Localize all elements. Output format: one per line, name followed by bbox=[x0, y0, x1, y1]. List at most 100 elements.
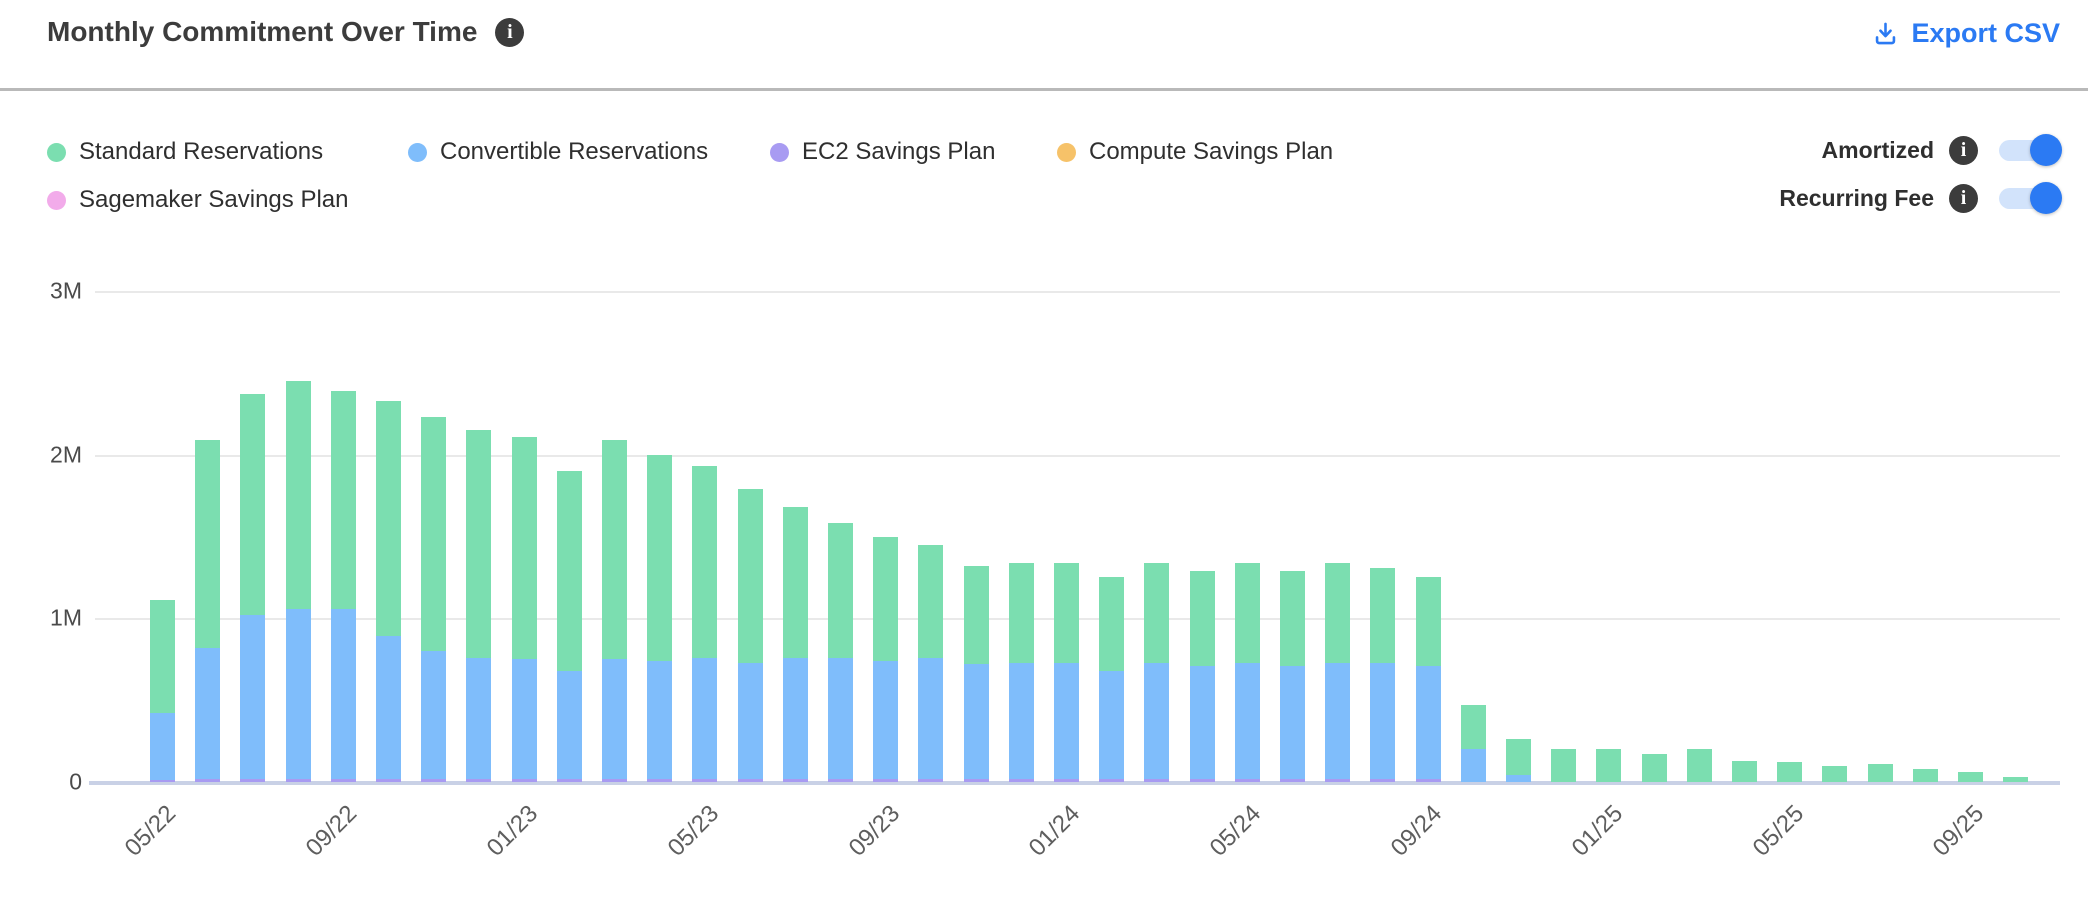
bar-05-25[interactable] bbox=[1777, 762, 1803, 782]
bar-segment-convertible-reservations bbox=[1506, 775, 1531, 782]
bar-segment-convertible-reservations bbox=[285, 608, 311, 779]
legend-item-compute-savings-plan[interactable]: Compute Savings Plan bbox=[1057, 138, 1333, 166]
bar-segment-ec2-savings-plan bbox=[421, 778, 447, 782]
bar-04-24[interactable] bbox=[1189, 570, 1215, 782]
bar-06-24[interactable] bbox=[1280, 570, 1305, 782]
bar-04-23[interactable] bbox=[647, 454, 673, 782]
bar-segment-ec2-savings-plan bbox=[1144, 778, 1170, 782]
bar-06-22[interactable] bbox=[195, 439, 221, 782]
bar-08-25[interactable] bbox=[1912, 768, 1938, 782]
legend-dot-sagemaker-savings-plan bbox=[47, 190, 66, 210]
bar-segment-convertible-reservations bbox=[330, 608, 356, 779]
x-tick-01-25: 01/25 bbox=[1566, 800, 1628, 862]
bar-02-23[interactable] bbox=[556, 471, 582, 782]
legend-item-convertible-reservations[interactable]: Convertible Reservations bbox=[408, 138, 708, 166]
bar-segment-ec2-savings-plan bbox=[376, 778, 401, 782]
bar-10-25[interactable] bbox=[2003, 777, 2029, 782]
bar-03-23[interactable] bbox=[602, 439, 627, 782]
legend-item-sagemaker-savings-plan[interactable]: Sagemaker Savings Plan bbox=[47, 186, 348, 214]
y-tick-0: 0 bbox=[69, 768, 82, 795]
bar-segment-convertible-reservations bbox=[602, 659, 627, 779]
bar-09-23[interactable] bbox=[873, 536, 899, 782]
x-tick-09-24: 09/24 bbox=[1385, 800, 1448, 862]
bar-segment-convertible-reservations bbox=[1280, 665, 1305, 779]
legend-item-ec2-savings-plan[interactable]: EC2 Savings Plan bbox=[770, 138, 995, 166]
legend-label: Standard Reservations bbox=[79, 138, 324, 165]
bar-segment-standard-reservations bbox=[1912, 768, 1938, 782]
bar-10-23[interactable] bbox=[918, 544, 944, 782]
bar-12-23[interactable] bbox=[1008, 562, 1034, 782]
export-csv-button[interactable]: Export CSV bbox=[1872, 18, 2060, 49]
bar-05-23[interactable] bbox=[692, 466, 718, 782]
bar-12-24[interactable] bbox=[1551, 749, 1577, 782]
title-info-icon[interactable]: i bbox=[495, 17, 525, 47]
bar-05-22[interactable] bbox=[150, 600, 175, 782]
bar-segment-standard-reservations bbox=[1551, 749, 1577, 782]
toggle-switch-recurring-fee[interactable] bbox=[1999, 182, 2062, 214]
bar-08-22[interactable] bbox=[285, 381, 311, 782]
bar-segment-ec2-savings-plan bbox=[647, 778, 673, 782]
bar-08-23[interactable] bbox=[828, 523, 853, 782]
bar-09-24[interactable] bbox=[1415, 577, 1441, 782]
bar-01-23[interactable] bbox=[511, 436, 537, 782]
x-tick-09-22: 09/22 bbox=[300, 800, 363, 862]
bar-segment-ec2-savings-plan bbox=[873, 778, 899, 782]
bar-02-25[interactable] bbox=[1641, 754, 1667, 782]
bar-10-24[interactable] bbox=[1460, 705, 1486, 782]
toggle-knob bbox=[2030, 134, 2062, 166]
bar-segment-standard-reservations bbox=[150, 600, 175, 714]
bar-segment-standard-reservations bbox=[1460, 705, 1486, 750]
legend-item-standard-reservations[interactable]: Standard Reservations bbox=[47, 138, 323, 166]
bar-segment-convertible-reservations bbox=[195, 647, 221, 779]
bar-11-22[interactable] bbox=[421, 417, 447, 782]
bar-09-25[interactable] bbox=[1958, 772, 1983, 782]
bar-07-23[interactable] bbox=[782, 507, 808, 782]
info-icon-recurring-fee[interactable]: i bbox=[1949, 184, 1978, 213]
bar-09-22[interactable] bbox=[330, 390, 356, 782]
toggle-switch-amortized[interactable] bbox=[1999, 134, 2062, 166]
bar-segment-standard-reservations bbox=[1415, 577, 1441, 666]
bar-segment-ec2-savings-plan bbox=[1054, 778, 1079, 782]
bar-04-25[interactable] bbox=[1732, 760, 1757, 782]
bar-segment-convertible-reservations bbox=[556, 670, 582, 779]
legend-label: EC2 Savings Plan bbox=[802, 138, 996, 165]
bar-segment-convertible-reservations bbox=[150, 713, 175, 781]
bar-01-25[interactable] bbox=[1596, 749, 1622, 782]
bar-segment-convertible-reservations bbox=[1325, 662, 1351, 779]
info-icon-amortized[interactable]: i bbox=[1949, 136, 1978, 165]
bar-10-22[interactable] bbox=[376, 400, 401, 782]
bar-07-24[interactable] bbox=[1325, 562, 1351, 782]
bar-segment-standard-reservations bbox=[1958, 772, 1983, 782]
toggle-row-amortized: Amortized i bbox=[1822, 134, 2062, 166]
bar-06-25[interactable] bbox=[1822, 765, 1848, 782]
legend-label: Sagemaker Savings Plan bbox=[79, 186, 349, 213]
bar-segment-standard-reservations bbox=[1325, 562, 1351, 663]
bar-segment-ec2-savings-plan bbox=[1370, 778, 1396, 782]
legend-dot-compute-savings-plan bbox=[1057, 142, 1076, 162]
legend-label: Convertible Reservations bbox=[440, 138, 709, 165]
plot-area: 05/22 09/22 01/23 05/23 09/23 01/24 05/24 09/24… bbox=[89, 291, 2060, 862]
bar-segment-ec2-savings-plan bbox=[1099, 778, 1125, 782]
bar-segment-convertible-reservations bbox=[963, 664, 989, 779]
bar-segment-standard-reservations bbox=[285, 381, 311, 609]
bar-12-22[interactable] bbox=[466, 430, 492, 782]
bar-segment-ec2-savings-plan bbox=[1008, 778, 1034, 782]
bar-01-24[interactable] bbox=[1054, 562, 1079, 782]
bar-07-22[interactable] bbox=[240, 394, 266, 782]
bar-05-24[interactable] bbox=[1234, 562, 1260, 782]
bar-11-24[interactable] bbox=[1506, 739, 1531, 782]
bar-07-25[interactable] bbox=[1867, 764, 1893, 782]
bar-segment-standard-reservations bbox=[1822, 765, 1848, 782]
bar-03-24[interactable] bbox=[1144, 562, 1170, 782]
bar-02-24[interactable] bbox=[1099, 577, 1125, 782]
bar-11-23[interactable] bbox=[963, 565, 989, 782]
bar-06-23[interactable] bbox=[737, 489, 763, 782]
bar-segment-convertible-reservations bbox=[1189, 665, 1215, 779]
bar-03-25[interactable] bbox=[1686, 749, 1712, 782]
bar-segment-standard-reservations bbox=[1144, 562, 1170, 663]
bar-segment-standard-reservations bbox=[647, 454, 673, 661]
bar-segment-convertible-reservations bbox=[511, 659, 537, 779]
bar-segment-standard-reservations bbox=[1686, 749, 1712, 782]
toggle-row-recurring-fee: Recurring Fee i bbox=[1779, 182, 2062, 214]
bar-08-24[interactable] bbox=[1370, 567, 1396, 782]
